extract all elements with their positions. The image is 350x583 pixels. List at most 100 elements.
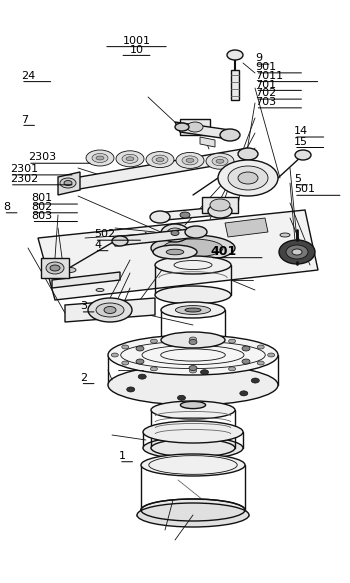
Polygon shape [155,207,220,221]
Ellipse shape [108,365,278,405]
Text: 2: 2 [80,373,88,383]
Ellipse shape [180,212,190,218]
Text: 701: 701 [256,79,276,90]
Polygon shape [68,148,248,191]
Ellipse shape [206,153,234,169]
Ellipse shape [108,335,278,375]
Text: 3: 3 [80,301,88,311]
Ellipse shape [229,339,236,343]
Bar [180,119,210,135]
Bar [41,258,69,278]
Ellipse shape [220,129,240,141]
Ellipse shape [104,307,116,314]
Ellipse shape [112,236,128,246]
Ellipse shape [92,153,108,163]
Ellipse shape [180,402,205,409]
Ellipse shape [238,148,258,160]
Ellipse shape [153,245,197,259]
Ellipse shape [141,454,245,476]
Ellipse shape [257,345,264,349]
Ellipse shape [96,303,124,317]
Ellipse shape [161,302,225,318]
Text: 24: 24 [21,71,35,81]
Ellipse shape [177,395,186,401]
Polygon shape [58,172,80,195]
Ellipse shape [189,366,197,371]
Ellipse shape [292,249,302,255]
Ellipse shape [96,156,104,160]
Polygon shape [200,137,215,147]
Ellipse shape [143,437,243,459]
Ellipse shape [96,289,104,292]
Ellipse shape [86,150,114,166]
Ellipse shape [46,262,64,274]
Text: 5: 5 [294,174,301,184]
Ellipse shape [122,361,129,365]
Ellipse shape [161,224,189,242]
Polygon shape [225,218,268,237]
Ellipse shape [166,249,184,255]
Text: 7011: 7011 [256,71,284,81]
Ellipse shape [64,268,76,272]
Ellipse shape [212,157,228,166]
Ellipse shape [64,181,72,185]
Ellipse shape [152,155,168,164]
Ellipse shape [137,503,249,527]
Ellipse shape [189,339,197,345]
Polygon shape [52,272,120,288]
Text: 803: 803 [32,210,52,221]
Ellipse shape [116,151,144,167]
Ellipse shape [122,154,138,163]
Ellipse shape [155,256,231,274]
Ellipse shape [182,156,198,165]
Ellipse shape [208,204,232,218]
Text: 2301: 2301 [10,164,38,174]
Text: 9: 9 [256,53,262,64]
Ellipse shape [242,346,250,351]
Ellipse shape [60,178,76,188]
Ellipse shape [156,157,164,161]
Ellipse shape [150,211,170,223]
Polygon shape [38,210,318,300]
Ellipse shape [210,199,230,211]
Ellipse shape [238,172,258,184]
Text: 15: 15 [294,136,308,147]
Text: 702: 702 [256,88,277,99]
Ellipse shape [126,157,134,161]
Ellipse shape [171,230,179,236]
Text: 7: 7 [21,114,28,125]
Text: 501: 501 [294,184,315,195]
Ellipse shape [286,245,308,259]
Bar [202,197,238,213]
Text: 10: 10 [130,44,144,55]
Text: 801: 801 [32,193,52,203]
Text: 14: 14 [294,126,308,136]
Ellipse shape [227,50,243,60]
Ellipse shape [161,332,225,348]
Ellipse shape [216,159,224,163]
Ellipse shape [141,499,245,521]
Ellipse shape [176,152,204,168]
Ellipse shape [257,361,264,365]
Ellipse shape [228,166,268,190]
Ellipse shape [136,359,144,364]
Ellipse shape [268,353,275,357]
Ellipse shape [189,369,196,373]
Ellipse shape [279,240,315,264]
Ellipse shape [280,233,290,237]
Text: 703: 703 [256,97,276,107]
Ellipse shape [167,228,183,238]
Ellipse shape [138,374,146,379]
Ellipse shape [122,345,129,349]
Ellipse shape [150,339,158,343]
Polygon shape [65,298,155,322]
Text: 1: 1 [119,451,126,461]
Ellipse shape [201,370,209,375]
Ellipse shape [218,160,278,196]
Polygon shape [175,122,235,140]
Text: 2303: 2303 [28,152,56,163]
Ellipse shape [136,346,144,351]
Ellipse shape [143,421,243,443]
Ellipse shape [151,401,235,419]
Text: 401: 401 [210,245,236,258]
